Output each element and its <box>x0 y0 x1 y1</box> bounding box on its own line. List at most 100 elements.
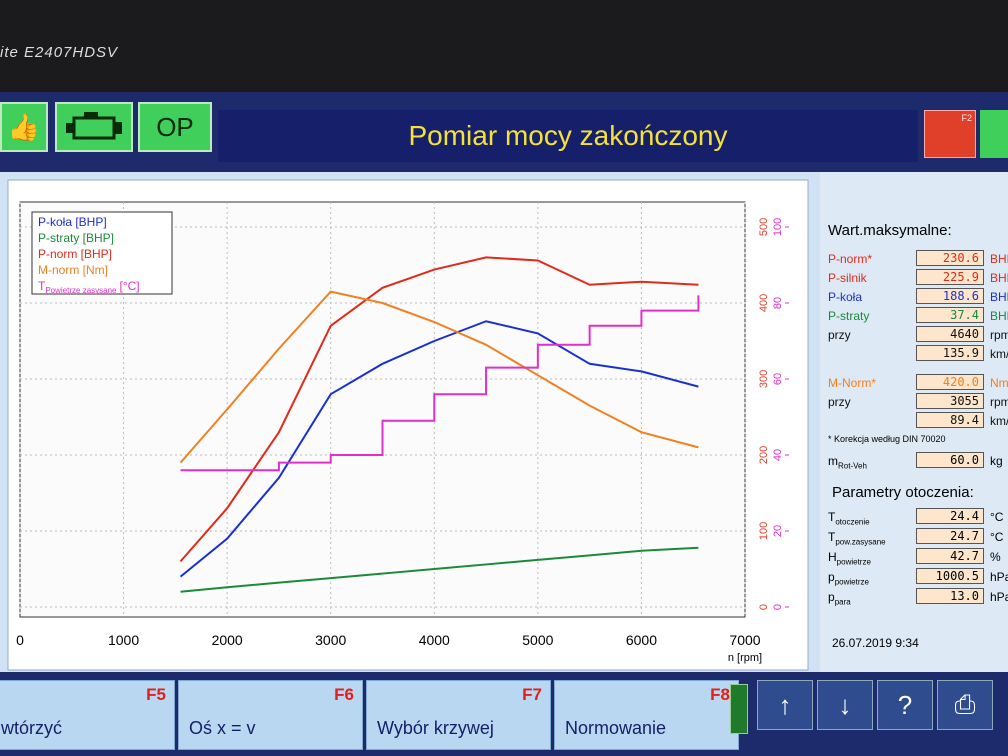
y-tick-label: 300 <box>758 370 770 388</box>
legend-name: M-norm [Nm] <box>38 263 108 277</box>
nav-button[interactable]: ↓ <box>817 680 873 730</box>
tool-button[interactable] <box>980 110 1008 158</box>
x-tick-label: 0 <box>16 632 24 648</box>
row-unit: Nm <box>990 376 1008 390</box>
row-label: przy <box>828 395 851 409</box>
row-unit: BHP <box>990 271 1008 285</box>
ambient-label: Totoczenie <box>828 510 870 526</box>
screen: 👍 OP Pomiar mocy zakończony F2 0 1000 2000… <box>0 92 1008 756</box>
ambient-value: 42.7 <box>916 548 984 564</box>
y2-tick-label: 40 <box>772 449 784 461</box>
legend-entry: P-koła [BHP] <box>38 215 107 229</box>
y-tick-label: 200 <box>758 446 770 464</box>
key-label: Normowanie <box>565 718 667 738</box>
row-value: 3055 <box>916 393 984 409</box>
ambient-unit: °C <box>990 510 1004 524</box>
row-label: P-silnik <box>828 271 867 285</box>
key-name: F5 <box>146 685 166 704</box>
function-key[interactable]: F7 Wybór krzywej <box>366 680 551 750</box>
summary-row: P-norm* 230.6 BHP <box>828 250 1008 268</box>
f2-button[interactable]: F2 <box>924 110 976 158</box>
ambient-label: Tpow.zasysane <box>828 530 886 546</box>
y-tick-label: 400 <box>758 294 770 312</box>
ambient-label: ppowietrze <box>828 570 869 586</box>
ambient-sub: otoczenie <box>835 517 870 527</box>
row-value: 4640 <box>916 326 984 342</box>
summary-note: * Korekcja według DIN 70020 <box>828 434 946 444</box>
x-tick-label: 3000 <box>315 632 346 648</box>
legend-entry: TPowietrze zasysane [°C] <box>38 279 140 295</box>
summary-row: P-silnik 225.9 BHP <box>828 269 1008 287</box>
row-value: 420.0 <box>916 374 984 390</box>
nav-button[interactable]: ⎙ <box>937 680 993 730</box>
ambient-row: Totoczenie 24.4 °C <box>828 508 1008 526</box>
mass-symbol: m <box>828 454 838 468</box>
summary-row: przy 4640 rpm <box>828 326 1008 344</box>
row-value: 188.6 <box>916 288 984 304</box>
ambient-symbol: T <box>828 530 836 544</box>
ambient-symbol: H <box>828 550 837 564</box>
legend-entry: P-straty [BHP] <box>38 231 114 245</box>
y2-tick-label: 80 <box>772 297 784 309</box>
legend-entry: P-norm [BHP] <box>38 247 112 261</box>
y-tick-label: 500 <box>758 218 770 236</box>
nav-button[interactable]: ? <box>877 680 933 730</box>
legend-name: P-straty [BHP] <box>38 231 114 245</box>
datetime: 26.07.2019 9:34 <box>832 636 919 650</box>
function-key[interactable]: F8 Normowanie <box>554 680 739 750</box>
ambient-label: ppara <box>828 590 851 606</box>
engine-button[interactable] <box>55 102 133 152</box>
legend-subscript: Powietrze zasysane <box>45 286 117 295</box>
ambient-value: 1000.5 <box>916 568 984 584</box>
series-line <box>180 546 699 593</box>
x-axis-label: n [rpm] <box>728 652 762 664</box>
op-button[interactable]: OP <box>138 102 212 152</box>
row-unit: BHP <box>990 309 1008 323</box>
summary-panel: Wart.maksymalne: P-norm* 230.6 BHP P-silnik 2… <box>820 172 1008 672</box>
ambient-symbol: p <box>828 590 835 604</box>
summary-row: P-straty 37.4 BHP <box>828 307 1008 325</box>
row-value: 230.6 <box>916 250 984 266</box>
ambient-sub: pow.zasysane <box>835 537 886 547</box>
function-key[interactable]: F6 Oś x = v <box>178 680 363 750</box>
ambient-unit: % <box>990 550 1001 564</box>
key-label: Oś x = v <box>189 718 256 738</box>
ok-button[interactable]: 👍 <box>0 102 48 152</box>
ambient-value: 13.0 <box>916 588 984 604</box>
ambient-title: Parametry otoczenia: <box>832 484 974 501</box>
x-tick-label: 7000 <box>729 632 760 648</box>
legend-name: P-norm [BHP] <box>38 247 112 261</box>
ambient-unit: hPa <box>990 590 1008 604</box>
engine-icon <box>66 112 122 140</box>
ambient-symbol: p <box>828 570 835 584</box>
mass-value: 60.0 <box>916 452 984 468</box>
nav-button[interactable]: ↑ <box>757 680 813 730</box>
summary-row: 135.9 km/h <box>828 345 1008 363</box>
monitor-model: ite E2407HDSV <box>0 44 119 61</box>
ambient-label: Hpowietrze <box>828 550 871 566</box>
y2-tick-label: 20 <box>772 525 784 537</box>
ambient-unit: °C <box>990 530 1004 544</box>
legend-name: P-koła [BHP] <box>38 215 107 229</box>
x-tick-label: 2000 <box>212 632 243 648</box>
key-label: wtórzyć <box>1 718 63 738</box>
ambient-sub: para <box>834 597 851 607</box>
title-bar: Pomiar mocy zakończony <box>218 110 918 162</box>
key-label: Wybór krzywej <box>377 718 494 738</box>
screen-title: Pomiar mocy zakończony <box>408 120 728 151</box>
x-tick-label: 4000 <box>419 632 450 648</box>
row-value: 37.4 <box>916 307 984 323</box>
summary-row: P-koła 188.6 BHP <box>828 288 1008 306</box>
summary-row: M-Norm* 420.0 Nm <box>828 374 1008 392</box>
key-name: F7 <box>522 685 542 704</box>
x-tick-label: 5000 <box>522 632 553 648</box>
y2-tick-label: 100 <box>772 218 784 236</box>
mass-unit: kg <box>990 454 1003 468</box>
row-label: P-norm* <box>828 252 873 266</box>
function-key[interactable]: F5 wtórzyć <box>0 680 175 750</box>
series-line <box>180 295 700 472</box>
y2-tick-label: 0 <box>772 604 784 610</box>
y-tick-label: 0 <box>758 604 770 610</box>
